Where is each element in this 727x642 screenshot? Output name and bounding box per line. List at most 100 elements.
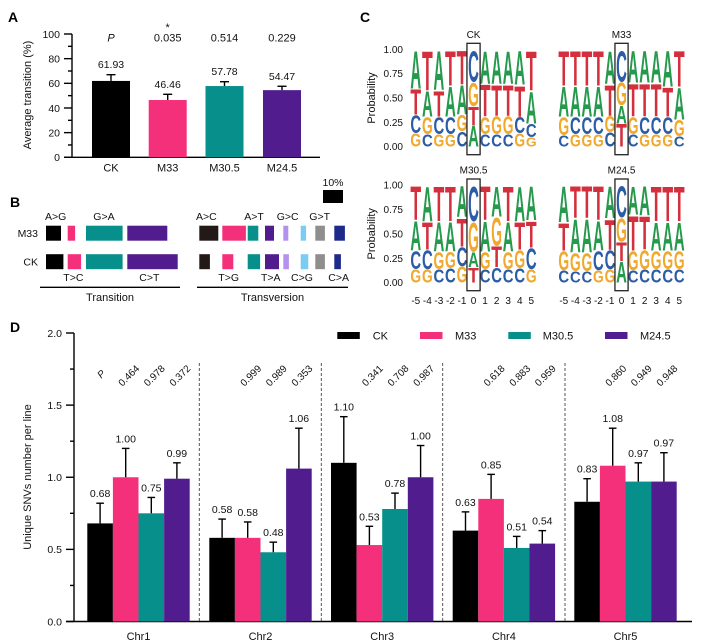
mutation-type-label: T>G <box>218 272 239 284</box>
logo-letter-g: G <box>662 248 673 276</box>
logo-letter-g: G <box>605 266 616 287</box>
y-tick-label: 1.00 <box>384 181 404 192</box>
y-tick-label: 1.00 <box>384 45 404 56</box>
bar-m24-5 <box>286 468 312 622</box>
logo-letter-t: T <box>570 177 581 228</box>
y-tick-label: 40 <box>48 103 60 115</box>
y-tick-label: 100 <box>42 29 60 41</box>
logo-letter-c: C <box>662 112 673 139</box>
logo-letter-g: G <box>628 247 639 276</box>
bar-m33 <box>112 477 139 622</box>
logo-letter-t: T <box>639 75 650 128</box>
mutation-type-label: A>T <box>244 211 264 223</box>
logo-letter-c: C <box>674 134 685 150</box>
x-tick-label: -5 <box>411 296 420 307</box>
bar-m33 <box>599 465 626 622</box>
mutation-type-label: A>G <box>45 211 66 223</box>
logo-letter-g: G <box>514 247 525 275</box>
logo-letter-c: C <box>616 177 627 227</box>
x-tick-label: -5 <box>559 296 568 307</box>
segment-t-a-m33 <box>265 225 274 241</box>
row-label-ck: CK <box>23 257 38 269</box>
segment-t-c-ck <box>67 254 82 270</box>
y-tick-label: 2.0 <box>47 328 62 340</box>
logo-letter-g: G <box>674 248 685 276</box>
value-label: 0.97 <box>654 438 675 450</box>
logo-letter-a: A <box>628 41 639 92</box>
logo-letter-g: G <box>593 268 604 288</box>
logo-letter-a: A <box>628 180 639 224</box>
logo-letter-c: C <box>570 112 581 139</box>
x-tick-label: -4 <box>423 296 432 307</box>
logo-letter-c: C <box>593 112 604 139</box>
p-value: 0.372 <box>168 363 194 389</box>
group-chr1: 0.68 1.00 0.75 0.99 Chr1 0.464 0.978 0.372 <box>87 363 194 642</box>
logo-letter-a: A <box>662 216 673 260</box>
logo-letter-g: G <box>628 112 639 139</box>
value-label: 0.85 <box>481 459 502 471</box>
segment-c-t-m33 <box>127 225 168 241</box>
logo-letter-c: C <box>514 112 525 138</box>
logo-letter-a: A <box>445 216 456 261</box>
logo-letter-c: C <box>651 266 662 287</box>
segment-t-g-ck <box>222 254 234 270</box>
segment-a-t-m33 <box>247 225 259 241</box>
x-tick-label: -4 <box>571 296 580 307</box>
logo-title: M24.5 <box>608 166 636 177</box>
logo-letter-c: C <box>628 132 639 152</box>
y-tick-label: 1.5 <box>47 400 62 412</box>
logo-letter-c: C <box>468 177 479 232</box>
p-value: 0.989 <box>264 363 290 389</box>
legend-swatch-m24-5 <box>605 332 628 339</box>
logo-letter-c: C <box>558 132 569 150</box>
bar-m33 <box>478 498 504 622</box>
segment-g-c-m33 <box>283 225 289 241</box>
logo-letter-c: C <box>616 41 627 91</box>
logo-letter-t: T <box>491 76 502 126</box>
logo-letter-a: A <box>593 78 604 126</box>
logo-letter-a: A <box>651 216 662 260</box>
logo-letter-c: C <box>662 266 673 287</box>
plot-area: 0 20 40 60 80 100 61.93 CK 46.46 M33 0.035* 57.78 M3… <box>42 22 320 175</box>
logo-letter-t: T <box>410 82 421 123</box>
legend-label-m30-5: M30.5 <box>543 331 574 343</box>
logo-letter-t: T <box>593 41 604 96</box>
logo-letter-g: G <box>514 130 525 151</box>
value-label: 57.78 <box>211 66 237 78</box>
highlight-box <box>466 178 481 292</box>
p-value: 0.618 <box>482 363 508 389</box>
bar-m30-5 <box>205 86 244 158</box>
logo-letter-a: A <box>605 42 616 95</box>
segment-t-c-m33 <box>67 225 76 241</box>
logo-letter-g: G <box>491 113 502 141</box>
logo-letter-t: T <box>480 75 491 126</box>
panel-d-unique-snvs-chart: D Unique SNVs number per line 0.0 0.5 1.0 1… <box>10 319 692 642</box>
logo-letter-c: C <box>605 130 616 152</box>
logo-letter-c: C <box>491 132 502 152</box>
logo-letter-a: A <box>639 41 650 92</box>
logo-letter-t: T <box>616 239 627 268</box>
bar-m30-5 <box>382 508 408 622</box>
logo-letter-t: T <box>651 177 662 232</box>
logo-letter-a: A <box>570 78 581 126</box>
logo-letter-a: A <box>410 41 421 101</box>
x-tick-label: 1 <box>482 296 488 307</box>
logo-letter-a: A <box>480 213 491 261</box>
x-tick-label: 0 <box>619 296 625 307</box>
p-value: 0.341 <box>360 363 386 389</box>
p-value: 0.464 <box>117 363 143 389</box>
logo-letter-g: G <box>616 78 627 113</box>
logo-letter-t: T <box>422 40 433 103</box>
bar-m30-5 <box>625 481 652 622</box>
segment-g-t-ck <box>315 254 325 270</box>
bar-ck <box>92 80 130 158</box>
logo-letter-c: C <box>503 266 514 287</box>
y-tick-label: 1.0 <box>47 472 62 484</box>
logo-letter-g: G <box>582 250 593 278</box>
y-axis-title: Probability <box>366 72 378 124</box>
mutation-type-label: G>C <box>277 211 299 223</box>
logo-letter-g: G <box>503 247 514 274</box>
logo-letter-t: T <box>434 84 445 125</box>
logo-letter-t: T <box>674 177 685 232</box>
group-chr5: 0.83 1.08 0.97 0.97 Chr5 0.860 0.949 0.948 <box>574 363 681 642</box>
